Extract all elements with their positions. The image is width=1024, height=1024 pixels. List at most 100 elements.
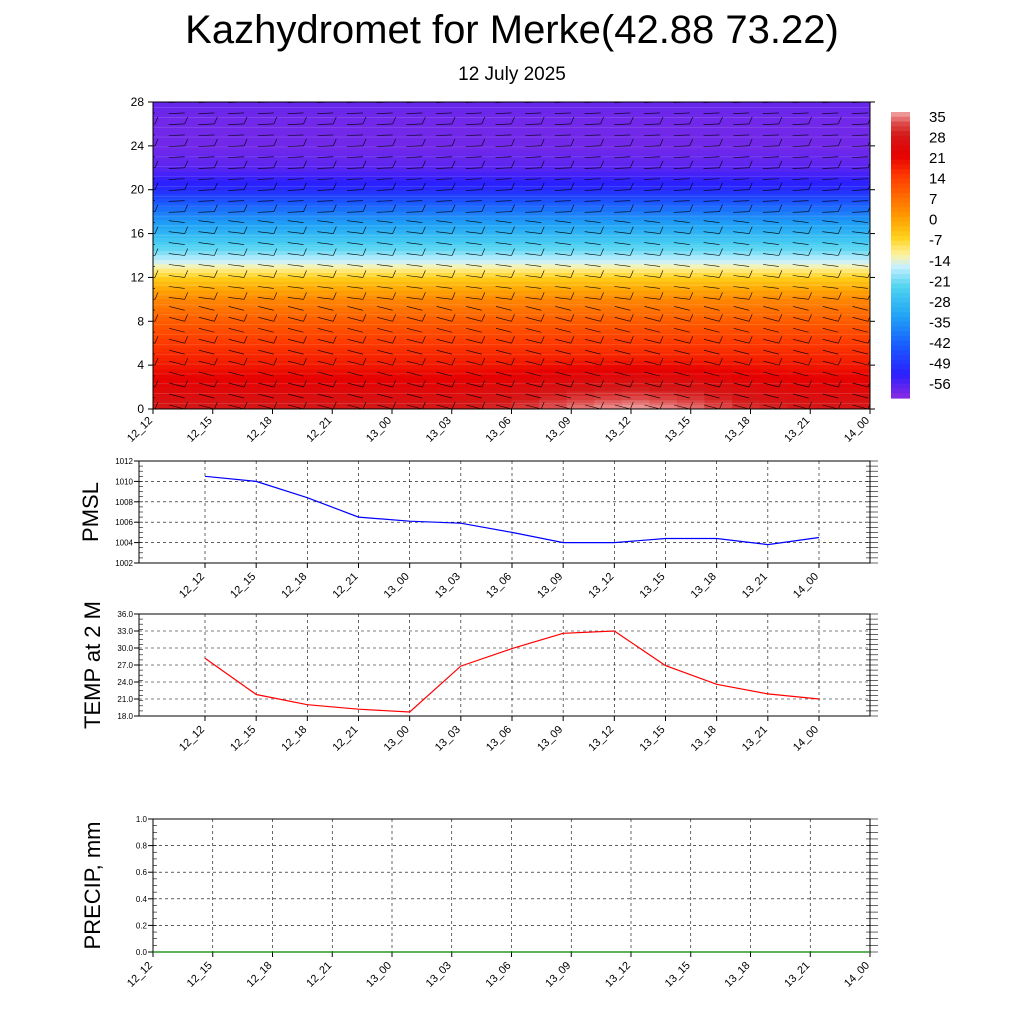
wind-barb [733, 145, 750, 147]
field-cell [594, 268, 623, 274]
field-cell [456, 259, 485, 265]
field-cell [290, 176, 320, 182]
field-cell [676, 246, 706, 252]
field-cell [428, 211, 457, 217]
field-cell [511, 145, 540, 151]
field-cell [649, 159, 678, 164]
field-cell [318, 281, 347, 287]
field-cell [787, 290, 816, 296]
field-cell [373, 194, 402, 200]
wind-barb [228, 220, 245, 223]
field-cell [676, 154, 706, 160]
wind-barb [287, 211, 304, 213]
field-cell [318, 347, 347, 353]
field-cell [235, 202, 264, 208]
wind-barb [584, 297, 601, 300]
field-cell [428, 207, 457, 213]
field-cell [373, 180, 402, 186]
wind-barb [377, 371, 393, 377]
colorbar-cell [891, 116, 910, 123]
field-cell [594, 404, 623, 409]
field-cell [235, 387, 264, 393]
field-cell [759, 150, 788, 156]
field-cell [180, 132, 209, 138]
field-cell [732, 334, 761, 340]
field-cell [649, 220, 678, 226]
wind-barb-flag [511, 204, 515, 212]
field-cell [732, 330, 761, 336]
field-cell [539, 365, 568, 371]
field-cell [649, 277, 678, 283]
field-cell [153, 308, 182, 314]
field-cell [290, 163, 320, 169]
field-cell [456, 356, 485, 362]
wind-barb [614, 231, 631, 234]
y-axis-label: PRECIP, mm [80, 822, 105, 950]
field-cell [732, 224, 761, 230]
wind-barb [168, 264, 185, 267]
field-cell [704, 159, 733, 164]
field-cell [153, 343, 182, 349]
wind-barb-flag [748, 401, 753, 409]
field-cell [318, 264, 347, 270]
wind-barb-flag [332, 379, 337, 388]
colorbar-cell [891, 264, 910, 270]
wind-barb-flag [273, 314, 278, 322]
wind-barb-flag [748, 336, 753, 344]
wind-barb-flag [451, 336, 456, 344]
field-cell [732, 351, 761, 357]
field-cell [539, 273, 568, 279]
wind-barb [466, 306, 482, 311]
field-cell [483, 391, 513, 397]
field-cell [732, 299, 761, 305]
field-cell [842, 268, 870, 274]
field-cell [539, 255, 568, 261]
wind-barb [555, 349, 571, 355]
field-cell [594, 198, 623, 204]
wind-barb [673, 242, 690, 245]
field-cell [566, 365, 595, 371]
field-cell [180, 255, 209, 261]
wind-barb [347, 220, 363, 223]
wind-barb-flag [511, 292, 515, 300]
field-cell [290, 316, 320, 322]
wind-barb [525, 286, 542, 289]
field-cell [814, 251, 844, 257]
y-tick-label: 12 [131, 270, 145, 284]
wind-barb-flag [362, 270, 367, 278]
field-cell [428, 145, 457, 151]
field-cell [676, 325, 706, 331]
field-cell [842, 308, 870, 314]
colorbar-cell [891, 383, 910, 390]
field-cell [759, 268, 788, 274]
wind-barb [376, 211, 393, 213]
wind-barb [822, 286, 839, 289]
field-cell [428, 347, 457, 353]
field-cell [676, 220, 706, 226]
wind-barb [584, 189, 601, 191]
wind-barb [228, 134, 245, 136]
field-cell [153, 347, 182, 353]
field-cell [208, 299, 237, 305]
field-cell [539, 159, 568, 164]
wind-barbs [153, 102, 870, 409]
field-cell [594, 216, 623, 222]
field-cell [180, 290, 209, 296]
wind-barb-flag [273, 270, 278, 278]
wind-barb [525, 123, 542, 125]
field-cell [511, 216, 540, 222]
field-cell [732, 343, 761, 349]
wind-barb-flag [511, 314, 515, 322]
field-cell [428, 115, 457, 121]
field-cell [180, 145, 209, 151]
field-cell [594, 325, 623, 331]
field-cell [539, 128, 568, 134]
field-cell [153, 229, 182, 235]
wind-barb [228, 156, 245, 158]
field-cell [566, 382, 595, 388]
wind-barb-flag [719, 270, 723, 278]
field-cell [732, 373, 761, 379]
field-cell [566, 321, 595, 327]
wind-barb-flag [808, 336, 812, 344]
field-cell [511, 343, 540, 349]
